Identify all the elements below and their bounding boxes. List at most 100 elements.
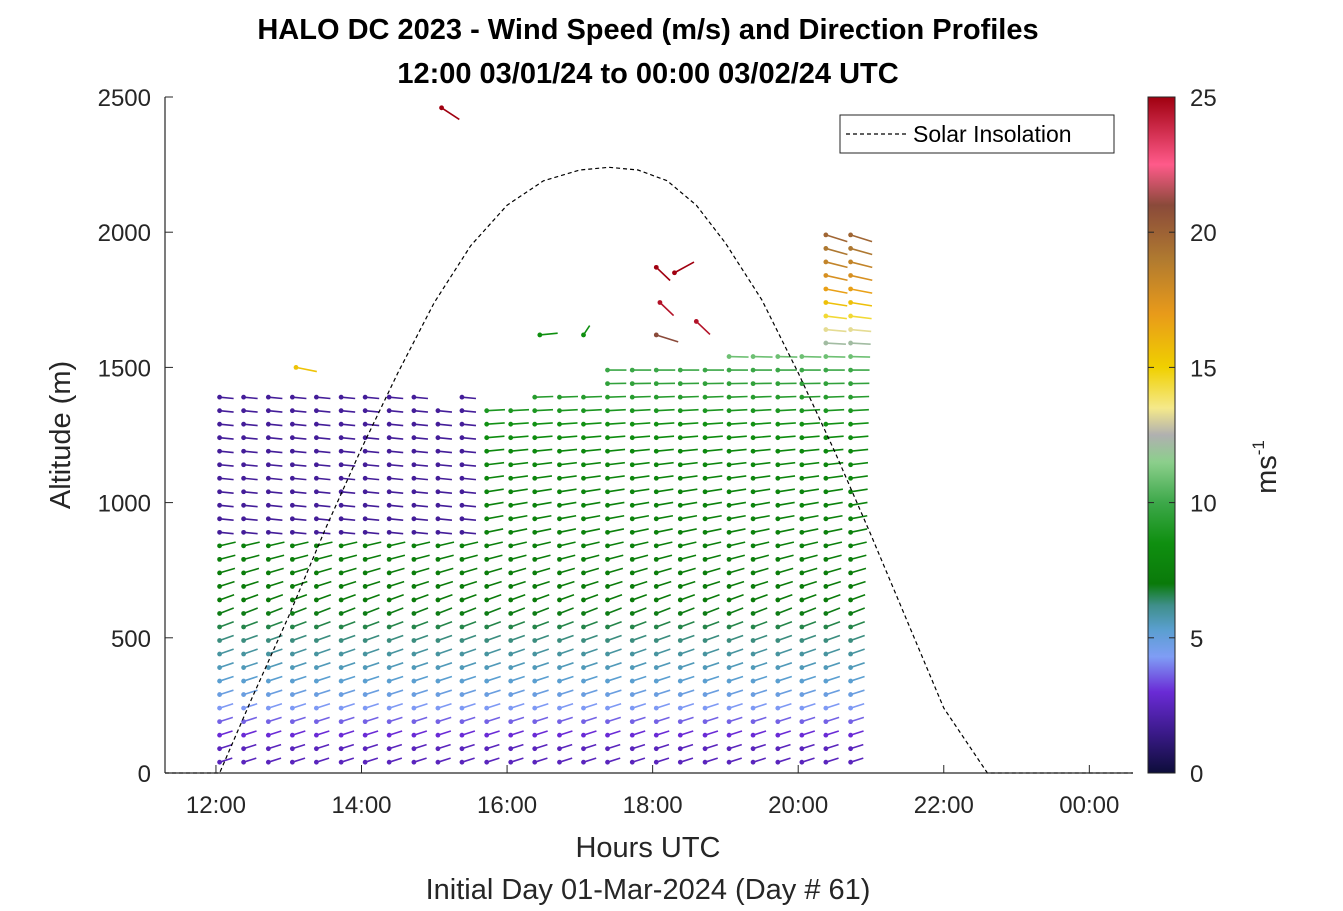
wind-arrow-head <box>653 332 659 338</box>
wind-arrow <box>316 621 331 628</box>
wind-arrow-head <box>362 421 368 427</box>
wind-arrow <box>437 594 453 601</box>
wind-arrow-head <box>532 611 538 616</box>
wind-arrow-head <box>750 435 756 441</box>
wind-arrow-head <box>823 246 829 251</box>
wind-arrow <box>655 621 671 628</box>
wind-arrow-head <box>799 475 805 481</box>
wind-arrow-head <box>605 502 610 508</box>
wind-arrow-head <box>629 570 635 576</box>
wind-arrow-head <box>848 381 854 387</box>
wind-arrow <box>510 662 525 669</box>
wind-arrow-head <box>653 732 659 738</box>
wind-arrow-head <box>386 489 392 495</box>
wind-arrow <box>777 567 794 574</box>
wind-arrow-head <box>848 367 854 373</box>
wind-arrow <box>632 567 648 574</box>
wind-arrow-head <box>362 584 368 589</box>
wind-arrow-head <box>726 489 732 495</box>
wind-arrow <box>777 501 795 507</box>
wind-arrow <box>825 488 844 493</box>
wind-arrow <box>752 621 768 628</box>
wind-arrow-head <box>775 489 781 495</box>
x-axis-sublabel: Initial Day 01-Mar-2024 (Day # 61) <box>426 874 871 906</box>
wind-arrow-head <box>653 381 659 387</box>
wind-arrow-head <box>677 367 683 373</box>
wind-arrow <box>656 435 675 439</box>
wind-arrow <box>316 662 331 669</box>
wind-arrow <box>777 554 794 561</box>
wind-arrow-head <box>823 286 829 292</box>
wind-arrow-head <box>848 651 854 657</box>
wind-arrow <box>219 580 235 588</box>
wind-arrow <box>583 567 600 574</box>
wind-arrow-head <box>848 516 854 522</box>
wind-arrow-head <box>657 300 663 305</box>
wind-arrow-head <box>702 638 708 643</box>
wind-arrow <box>680 408 699 412</box>
wind-arrow-head <box>508 421 514 427</box>
wind-arrow <box>388 689 404 696</box>
wind-arrow <box>388 567 405 574</box>
wind-arrow-head <box>629 462 635 468</box>
wind-arrow-head <box>411 421 417 427</box>
wind-arrow <box>316 554 333 561</box>
wind-arrow-head <box>629 408 635 414</box>
wind-arrow-head <box>241 556 247 562</box>
wind-arrow-head <box>823 570 829 576</box>
wind-arrow <box>413 621 429 628</box>
wind-arrow-head <box>799 759 805 765</box>
wind-arrow-head <box>362 448 368 454</box>
wind-arrow-head <box>313 665 319 670</box>
wind-arrow-head <box>581 556 586 562</box>
wind-arrow-head <box>386 435 392 441</box>
wind-arrow <box>413 634 429 642</box>
wind-arrow-head <box>435 462 441 468</box>
wind-arrow-head <box>848 340 854 346</box>
wind-arrow-head <box>799 529 805 535</box>
wind-arrow <box>268 541 285 547</box>
wind-arrow <box>340 541 358 547</box>
wind-arrow-head <box>313 462 319 468</box>
wind-arrow <box>461 662 477 669</box>
wind-arrow <box>510 634 526 642</box>
wind-arrow <box>850 328 872 333</box>
wind-arrow <box>752 648 768 655</box>
wind-arrow-head <box>653 543 659 549</box>
wind-arrow <box>825 395 845 398</box>
wind-arrow-head <box>629 421 635 427</box>
wind-arrow <box>486 422 505 425</box>
wind-arrow <box>388 675 404 682</box>
wind-arrow-head <box>653 408 659 414</box>
wind-arrow-head <box>459 678 465 684</box>
wind-arrow-head <box>362 719 368 725</box>
wind-arrow <box>607 514 625 520</box>
wind-arrow-head <box>362 462 368 468</box>
wind-arrow <box>777 395 797 398</box>
wind-arrow <box>559 475 577 480</box>
wind-arrow <box>268 662 283 669</box>
wind-arrow-head <box>726 529 732 535</box>
wind-arrow <box>631 634 647 642</box>
wind-arrow <box>656 528 673 534</box>
wind-arrow <box>801 435 820 439</box>
y-axis-label: Altitude (m) <box>45 361 77 509</box>
wind-arrow-head <box>338 516 344 522</box>
wind-arrow-head <box>459 408 465 414</box>
wind-arrow <box>364 594 380 601</box>
wind-arrow-head <box>823 665 829 670</box>
wind-arrow-head <box>386 719 392 725</box>
wind-arrow-head <box>293 365 299 370</box>
wind-arrow-head <box>557 665 562 670</box>
wind-arrow <box>340 567 357 574</box>
wind-arrow <box>292 567 308 574</box>
wind-arrow-head <box>677 516 683 522</box>
wind-arrow-head <box>532 448 538 454</box>
wind-arrow <box>728 675 744 682</box>
wind-arrow <box>441 107 460 121</box>
wind-arrow-head <box>848 475 854 481</box>
wind-arrow <box>752 501 771 507</box>
wind-arrow <box>656 675 671 682</box>
wind-arrow <box>292 594 308 601</box>
wind-arrow-head <box>726 367 732 373</box>
